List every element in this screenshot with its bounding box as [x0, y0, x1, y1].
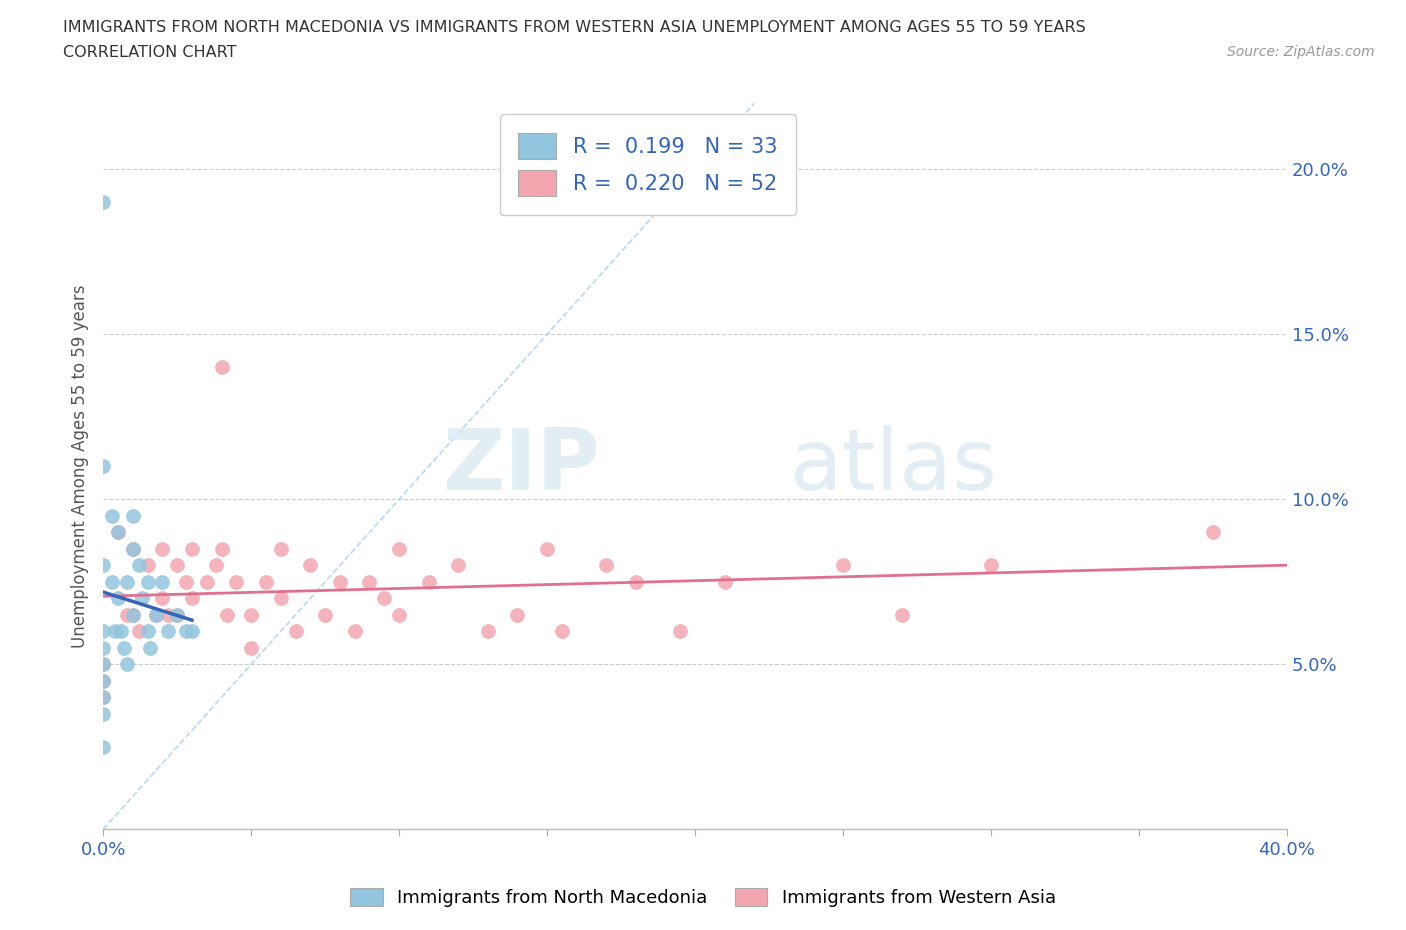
- Point: [506, 607, 529, 622]
- Point: [669, 624, 692, 639]
- Point: [91, 673, 114, 688]
- Text: CORRELATION CHART: CORRELATION CHART: [63, 45, 236, 60]
- Legend: Immigrants from North Macedonia, Immigrants from Western Asia: Immigrants from North Macedonia, Immigra…: [342, 879, 1064, 916]
- Text: ZIP: ZIP: [443, 425, 600, 508]
- Point: [388, 607, 411, 622]
- Point: [343, 624, 366, 639]
- Point: [91, 707, 114, 722]
- Point: [832, 558, 855, 573]
- Point: [139, 641, 162, 656]
- Point: [157, 624, 180, 639]
- Point: [180, 624, 202, 639]
- Point: [107, 525, 129, 539]
- Point: [1202, 525, 1225, 539]
- Point: [145, 607, 167, 622]
- Point: [447, 558, 470, 573]
- Point: [91, 739, 114, 754]
- Point: [91, 195, 114, 210]
- Point: [145, 607, 167, 622]
- Point: [121, 541, 143, 556]
- Point: [136, 558, 159, 573]
- Point: [891, 607, 914, 622]
- Point: [166, 607, 188, 622]
- Point: [115, 657, 138, 671]
- Point: [270, 541, 292, 556]
- Point: [91, 690, 114, 705]
- Point: [373, 591, 395, 605]
- Point: [104, 624, 127, 639]
- Point: [107, 525, 129, 539]
- Point: [91, 624, 114, 639]
- Point: [115, 575, 138, 590]
- Point: [136, 624, 159, 639]
- Point: [180, 591, 202, 605]
- Point: [166, 558, 188, 573]
- Point: [157, 607, 180, 622]
- Point: [91, 690, 114, 705]
- Point: [980, 558, 1002, 573]
- Point: [174, 624, 197, 639]
- Point: [477, 624, 499, 639]
- Point: [595, 558, 617, 573]
- Point: [166, 607, 188, 622]
- Point: [150, 541, 173, 556]
- Point: [551, 624, 574, 639]
- Point: [211, 541, 233, 556]
- Text: atlas: atlas: [790, 425, 998, 508]
- Point: [314, 607, 336, 622]
- Point: [329, 575, 352, 590]
- Point: [418, 575, 440, 590]
- Point: [121, 607, 143, 622]
- Point: [136, 575, 159, 590]
- Point: [536, 541, 558, 556]
- Point: [299, 558, 322, 573]
- Y-axis label: Unemployment Among Ages 55 to 59 years: Unemployment Among Ages 55 to 59 years: [72, 285, 89, 648]
- Point: [110, 624, 132, 639]
- Point: [150, 575, 173, 590]
- Point: [91, 641, 114, 656]
- Text: IMMIGRANTS FROM NORTH MACEDONIA VS IMMIGRANTS FROM WESTERN ASIA UNEMPLOYMENT AMO: IMMIGRANTS FROM NORTH MACEDONIA VS IMMIG…: [63, 20, 1085, 35]
- Point: [270, 591, 292, 605]
- Point: [150, 591, 173, 605]
- Point: [121, 541, 143, 556]
- Legend: R =  0.199   N = 33, R =  0.220   N = 52: R = 0.199 N = 33, R = 0.220 N = 52: [499, 113, 796, 215]
- Point: [115, 607, 138, 622]
- Point: [101, 509, 124, 524]
- Point: [240, 607, 263, 622]
- Point: [101, 575, 124, 590]
- Point: [91, 673, 114, 688]
- Point: [91, 657, 114, 671]
- Point: [284, 624, 307, 639]
- Point: [174, 575, 197, 590]
- Point: [388, 541, 411, 556]
- Point: [112, 641, 135, 656]
- Point: [217, 607, 239, 622]
- Text: Source: ZipAtlas.com: Source: ZipAtlas.com: [1227, 45, 1375, 59]
- Point: [204, 558, 226, 573]
- Point: [225, 575, 247, 590]
- Point: [211, 360, 233, 375]
- Point: [131, 591, 153, 605]
- Point: [107, 591, 129, 605]
- Point: [91, 558, 114, 573]
- Point: [128, 558, 150, 573]
- Point: [121, 607, 143, 622]
- Point: [240, 641, 263, 656]
- Point: [254, 575, 277, 590]
- Point: [180, 541, 202, 556]
- Point: [195, 575, 218, 590]
- Point: [359, 575, 381, 590]
- Point: [91, 657, 114, 671]
- Point: [121, 509, 143, 524]
- Point: [713, 575, 735, 590]
- Point: [128, 624, 150, 639]
- Point: [624, 575, 647, 590]
- Point: [91, 458, 114, 473]
